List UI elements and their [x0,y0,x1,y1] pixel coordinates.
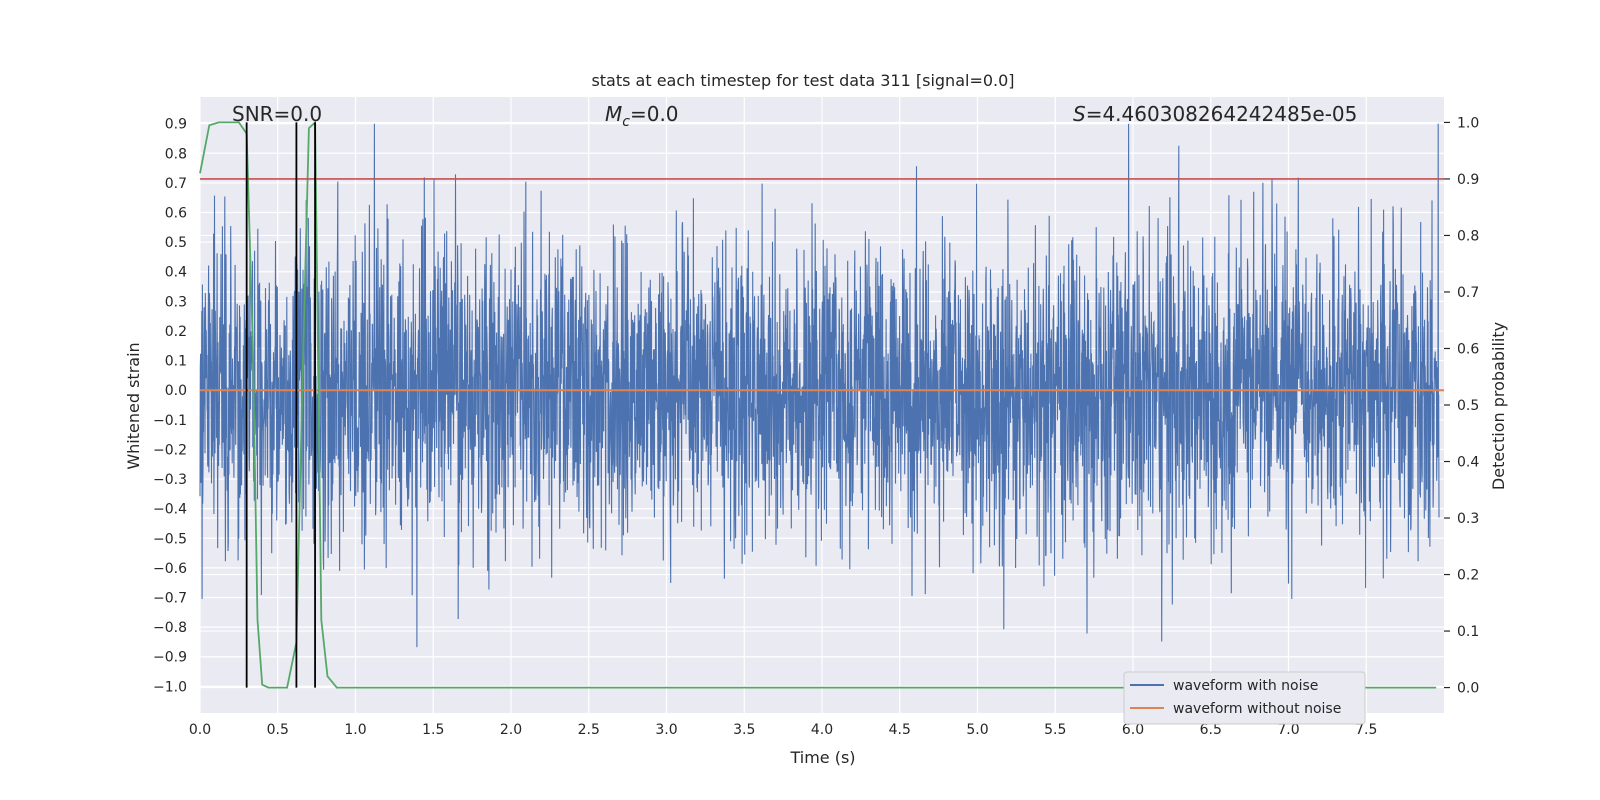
x-tick-label: 5.5 [1044,722,1066,738]
y-tick-label: −0.8 [153,620,187,636]
y-tick-label: −0.9 [153,650,187,666]
y2-tick-label: 0.4 [1457,455,1479,471]
y-tick-label: 0.8 [165,146,187,162]
x-tick-label: 4.0 [811,722,833,738]
y-tick-label: 0.2 [165,324,187,340]
y-tick-label: 0.3 [165,294,187,310]
y2-tick-label: 0.5 [1457,398,1479,414]
x-tick-label: 0.5 [267,722,289,738]
x-tick-label: 0.0 [189,722,211,738]
x-tick-label: 2.5 [578,722,600,738]
x-tick-label: 6.0 [1122,722,1144,738]
y2-tick-label: 0.0 [1457,681,1479,697]
y-tick-label: 0.5 [165,235,187,251]
x-tick-label: 3.5 [733,722,755,738]
y-tick-label: 0.9 [165,117,187,133]
y2-tick-label: 0.1 [1457,624,1479,640]
y-tick-label: 0.6 [165,206,187,222]
x-tick-label: 7.0 [1277,722,1299,738]
x-tick-label: 5.0 [966,722,988,738]
series-waveform-with-noise [199,123,1440,648]
annotation-mc-value: =0.0 [630,102,679,126]
y2-tick-label: 1.0 [1457,115,1479,131]
detection-probability-line [199,120,1437,689]
y-tick-label: 0.0 [165,383,187,399]
y-tick-label: −0.7 [153,591,187,607]
annotation-s-symbol: S [1073,102,1086,126]
x-tick-label: 6.5 [1200,722,1222,738]
annotation-mc: Mc=0.0 [605,102,679,130]
y-tick-label: −0.5 [153,531,187,547]
y-tick-label: −0.6 [153,561,187,577]
legend: waveform with noise waveform without noi… [1123,671,1366,725]
x-tick-label: 3.0 [655,722,677,738]
x-tick-label: 1.0 [344,722,366,738]
chart-title: stats at each timestep for test data 311… [591,71,1014,90]
y2-tick-label: 0.8 [1457,228,1479,244]
y2-tick-label: 0.6 [1457,341,1479,357]
annotation-mc-symbol: M [605,102,622,126]
waveform-with-noise-line [199,123,1440,648]
y-tick-label: −0.1 [153,413,187,429]
series-detection-probability [199,120,1437,689]
y2-axis-label: Detection probability [1489,322,1508,490]
annotation-snr: SNR=0.0 [232,102,322,126]
y2-tick-label: 0.2 [1457,568,1479,584]
x-tick-label: 7.5 [1355,722,1377,738]
y2-tick-label: 0.3 [1457,511,1479,527]
y-axis-label: Whitened strain [124,342,143,469]
trigger-lines [245,122,316,688]
x-tick-label: 1.5 [422,722,444,738]
y-tick-label: 0.7 [165,176,187,192]
y-tick-label: 0.1 [165,354,187,370]
x-axis-label: Time (s) [789,748,855,767]
legend-entry-waveform-without-noise: waveform without noise [1173,701,1341,717]
x-tick-label: 2.0 [500,722,522,738]
y-tick-label: −1.0 [153,679,187,695]
legend-box [1123,671,1366,725]
axes: 0.0 0.5 1.0 1.5 2.0 2.5 3.0 3.5 4.0 4.5 5.0 5.5 6.0 6… [153,115,1479,738]
y2-tick-label: 0.7 [1457,285,1479,301]
annotation-mc-sub: c [622,114,630,130]
annotation-s-value: =4.460308264242485e-05 [1086,102,1358,126]
legend-entry-waveform-with-noise: waveform with noise [1173,678,1318,694]
y-tick-label: 0.4 [165,265,187,281]
y-tick-label: −0.3 [153,472,187,488]
x-tick-label: 4.5 [889,722,911,738]
y-tick-label: −0.4 [153,502,187,518]
y2-tick-label: 0.9 [1457,172,1479,188]
annotation-s: S=4.460308264242485e-05 [1073,102,1357,126]
y-tick-label: −0.2 [153,442,187,458]
